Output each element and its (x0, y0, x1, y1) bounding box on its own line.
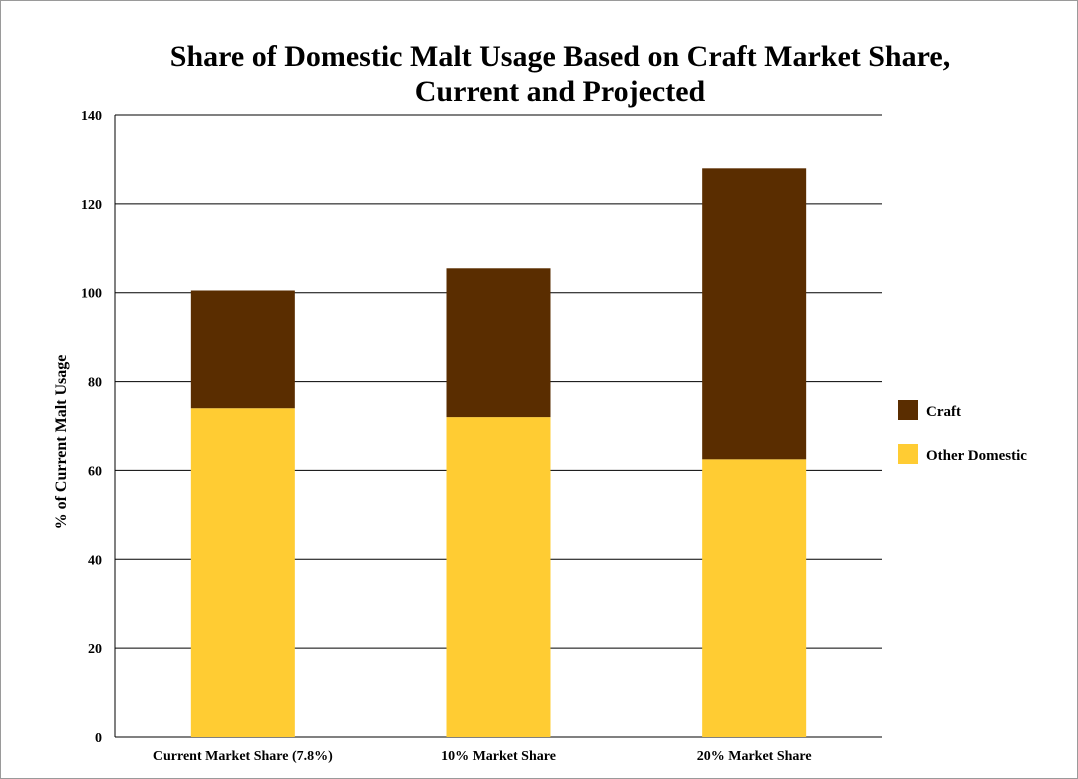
y-axis: 0 20 40 60 80 100 120 140 (81, 109, 116, 746)
x-tick-label: Current Market Share (7.8%) (153, 749, 333, 764)
chart-title-line-2: Current and Projected (414, 75, 706, 108)
y-tick-label: 100 (81, 287, 102, 302)
y-tick-label: 80 (88, 376, 102, 391)
chart-title-line-1: Share of Domestic Malt Usage Based on Cr… (169, 40, 951, 73)
y-tick-label: 20 (88, 642, 102, 657)
bar-craft-2 (702, 168, 807, 460)
y-tick-label: 60 (88, 464, 102, 479)
y-tick-label: 120 (81, 198, 102, 213)
legend: Craft Other Domestic (898, 400, 1027, 464)
y-axis-label: % of Current Malt Usage (53, 355, 70, 530)
legend-swatch-craft (898, 400, 918, 420)
bar-other-domestic-1 (446, 417, 551, 737)
legend-swatch-other-domestic (898, 444, 918, 464)
bar-other-domestic-2 (702, 459, 807, 737)
x-tick-label: 20% Market Share (697, 749, 812, 764)
x-tick-label: 10% Market Share (441, 749, 556, 764)
legend-label: Other Domestic (926, 448, 1027, 464)
y-tick-label: 140 (81, 109, 102, 124)
bar-craft-0 (190, 290, 295, 409)
y-tick-label: 40 (88, 553, 102, 568)
y-tick-label: 0 (95, 731, 102, 746)
legend-label: Craft (926, 404, 961, 420)
x-axis-tick-labels: Current Market Share (7.8%) 10% Market Sh… (153, 749, 812, 764)
bar-craft-1 (446, 268, 551, 418)
bar-other-domestic-0 (190, 408, 295, 737)
bars (190, 168, 807, 737)
